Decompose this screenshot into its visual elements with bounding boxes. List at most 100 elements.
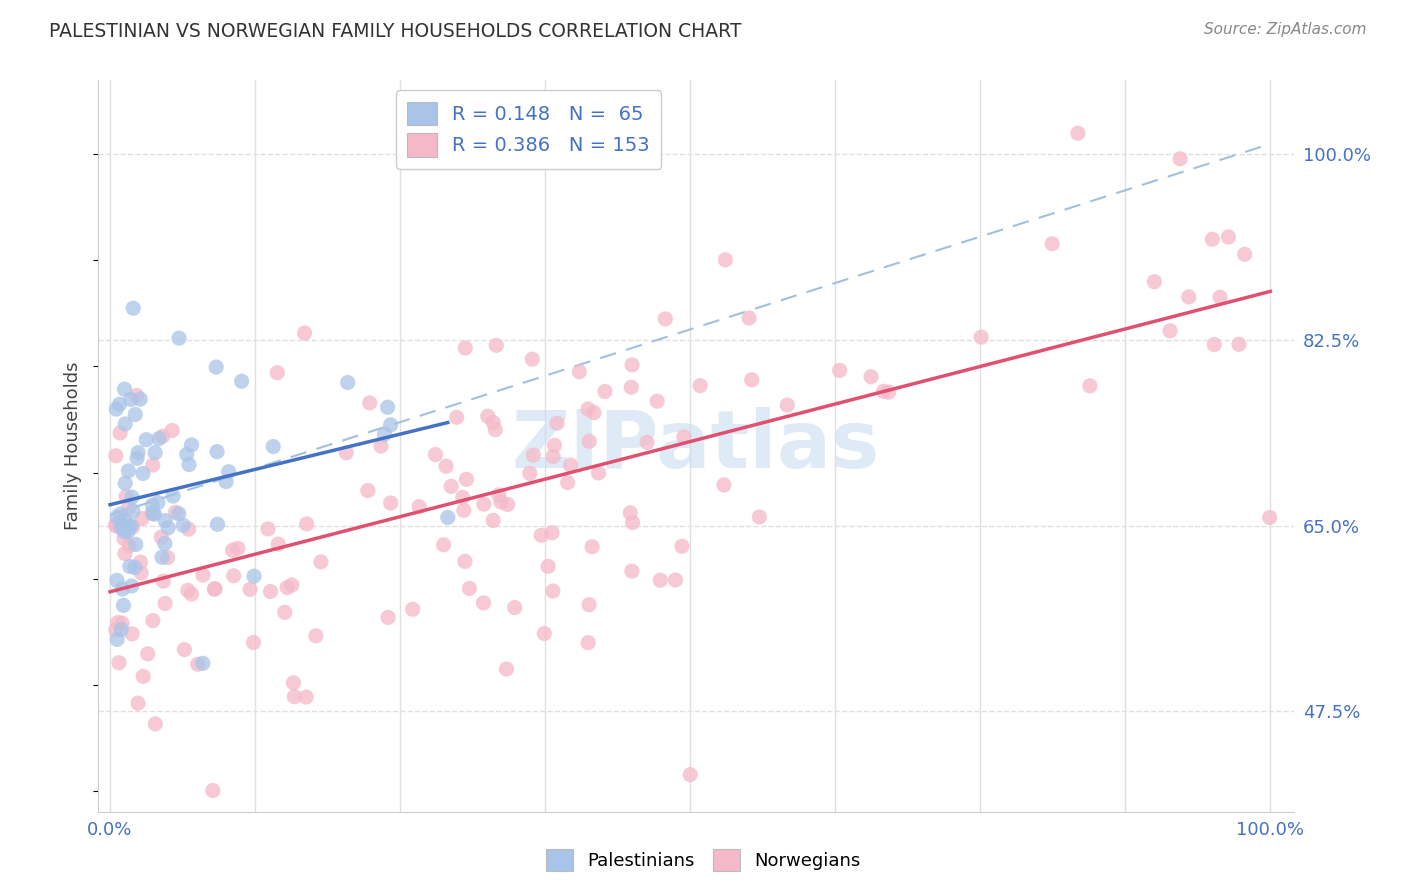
Point: [180, 438, 202, 452]
Point: [495, 662, 517, 676]
Point: [148, 432, 170, 446]
Point: [519, 467, 541, 481]
Point: [713, 478, 735, 492]
Point: [218, 465, 240, 479]
Point: [152, 574, 174, 588]
Legend: Palestinians, Norwegians: Palestinians, Norwegians: [538, 842, 868, 879]
Point: [309, 555, 332, 569]
Point: [160, 424, 183, 438]
Point: [165, 505, 187, 519]
Point: [153, 596, 176, 610]
Point: [111, 616, 134, 631]
Point: [177, 522, 200, 536]
Point: [191, 657, 214, 671]
Point: [114, 382, 136, 396]
Point: [267, 537, 290, 551]
Point: [522, 448, 544, 462]
Point: [283, 676, 305, 690]
Point: [115, 490, 138, 504]
Point: [1218, 230, 1240, 244]
Point: [162, 489, 184, 503]
Point: [108, 656, 131, 670]
Point: [436, 510, 458, 524]
Point: [877, 385, 900, 400]
Point: [620, 380, 643, 394]
Point: [402, 602, 425, 616]
Point: [124, 408, 146, 422]
Point: [117, 524, 139, 539]
Point: [1143, 275, 1166, 289]
Point: [484, 423, 506, 437]
Point: [1159, 324, 1181, 338]
Point: [645, 394, 668, 409]
Point: [380, 417, 402, 432]
Point: [177, 458, 200, 472]
Point: [859, 369, 882, 384]
Point: [104, 623, 127, 637]
Point: [453, 503, 475, 517]
Point: [207, 517, 229, 532]
Point: [129, 392, 152, 406]
Point: [970, 330, 993, 344]
Point: [522, 352, 544, 367]
Point: [120, 518, 142, 533]
Point: [215, 475, 238, 489]
Point: [588, 466, 610, 480]
Point: [1067, 126, 1090, 140]
Point: [205, 444, 228, 458]
Point: [454, 554, 477, 568]
Point: [108, 425, 131, 440]
Point: [828, 363, 851, 377]
Point: [489, 495, 512, 509]
Point: [1233, 247, 1256, 261]
Point: [440, 479, 463, 493]
Point: [305, 629, 328, 643]
Point: [370, 439, 392, 453]
Point: [472, 596, 495, 610]
Point: [122, 301, 145, 316]
Point: [121, 520, 143, 534]
Point: [114, 524, 136, 539]
Point: [446, 410, 468, 425]
Point: [118, 539, 141, 553]
Point: [121, 490, 143, 504]
Point: [1227, 337, 1250, 351]
Point: [142, 458, 165, 472]
Point: [621, 516, 644, 530]
Point: [135, 433, 157, 447]
Point: [872, 384, 894, 399]
Point: [714, 252, 737, 267]
Point: [359, 396, 381, 410]
Point: [129, 566, 152, 580]
Point: [373, 427, 395, 442]
Point: [142, 614, 165, 628]
Point: [114, 476, 136, 491]
Point: [177, 583, 200, 598]
Point: [620, 564, 643, 578]
Point: [222, 568, 245, 582]
Point: [262, 440, 284, 454]
Point: [167, 331, 190, 345]
Point: [242, 635, 264, 649]
Point: [434, 459, 457, 474]
Point: [167, 507, 190, 521]
Point: [105, 574, 128, 588]
Point: [176, 447, 198, 461]
Point: [112, 599, 135, 613]
Point: [593, 384, 616, 399]
Point: [537, 559, 560, 574]
Point: [568, 365, 591, 379]
Point: [672, 430, 695, 444]
Point: [105, 402, 128, 417]
Point: [1258, 510, 1281, 524]
Y-axis label: Family Households: Family Households: [65, 362, 83, 530]
Point: [239, 582, 262, 597]
Point: [1040, 236, 1063, 251]
Point: [650, 574, 672, 588]
Point: [294, 326, 316, 340]
Point: [112, 532, 135, 546]
Point: [541, 584, 564, 599]
Point: [118, 559, 141, 574]
Point: [112, 513, 135, 527]
Point: [136, 647, 159, 661]
